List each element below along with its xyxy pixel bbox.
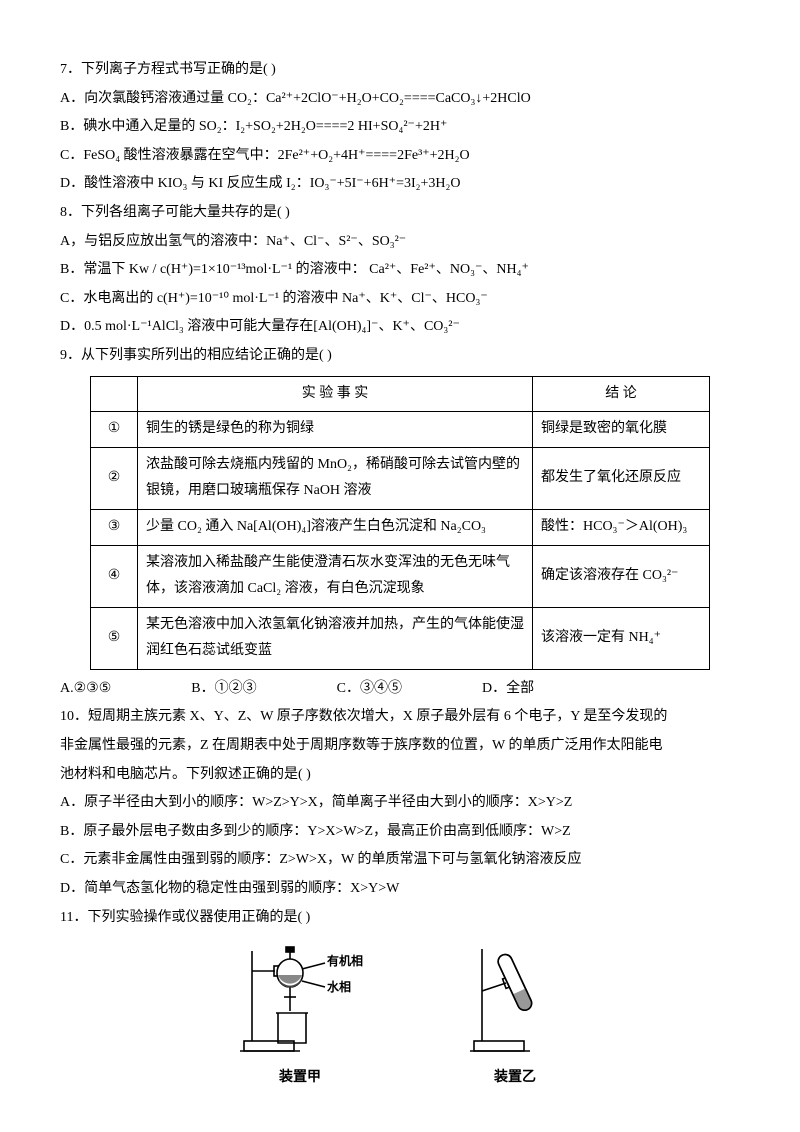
q9-r5-n: ⑤ (91, 607, 138, 669)
q10-stem-3: 池材料和电脑芯片。下列叙述正确的是( ) (60, 762, 740, 789)
q7-opt-a: A．向次氯酸钙溶液通过量 CO₂：Ca²⁺+2ClO⁻+H₂O+CO₂====C… (60, 86, 740, 113)
q9-choice-d: D．全部 (482, 676, 534, 703)
q9-r3-conc: 酸性：HCO₃⁻＞Al(OH)₃ (533, 509, 710, 545)
q9-r4-conc: 确定该溶液存在 CO₃²⁻ (533, 545, 710, 607)
q11-stem: 11．下列实验操作或仪器使用正确的是( ) (60, 905, 740, 932)
q7-stem: 7．下列离子方程式书写正确的是( ) (60, 57, 740, 84)
q9-th-conc: 结 论 (533, 376, 710, 412)
apparatus-a-icon: 有机相 水相 (230, 941, 370, 1061)
q9-r4-fact: 某溶液加入稀盐酸产生能使澄清石灰水变浑浊的无色无味气体，该溶液滴加 CaCl₂ … (138, 545, 533, 607)
q10-opt-c: C．元素非金属性由强到弱的顺序：Z>W>X，W 的单质常温下可与氢氧化钠溶液反应 (60, 847, 740, 874)
q9-table: 实 验 事 实 结 论 ① 铜生的锈是绿色的称为铜绿 铜绿是致密的氧化膜 ② 浓… (90, 376, 710, 670)
q8-opt-b: B．常温下 Kw / c(H⁺)=1×10⁻¹³mol·L⁻¹ 的溶液中： Ca… (60, 257, 740, 284)
q9-th-fact: 实 验 事 实 (138, 376, 533, 412)
q8-opt-a: A，与铝反应放出氢气的溶液中：Na⁺、Cl⁻、S²⁻、SO₃²⁻ (60, 229, 740, 256)
caption-a: 装置甲 (230, 1065, 370, 1092)
q11-figures: 有机相 水相 装置甲 装置乙 (60, 941, 740, 1092)
q9-choice-b: B．①②③ (191, 676, 256, 703)
q9-r5-fact: 某无色溶液中加入浓氢氧化钠溶液并加热，产生的气体能使湿润红色石蕊试纸变蓝 (138, 607, 533, 669)
q9-r5-conc: 该溶液一定有 NH₄⁺ (533, 607, 710, 669)
label-organic: 有机相 (327, 953, 363, 968)
q9-r1-conc: 铜绿是致密的氧化膜 (533, 412, 710, 448)
q10-opt-a: A．原子半径由大到小的顺序：W>Z>Y>X，简单离子半径由大到小的顺序：X>Y>… (60, 790, 740, 817)
q8-opt-c: C．水电离出的 c(H⁺)=10⁻¹⁰ mol·L⁻¹ 的溶液中 Na⁺、K⁺、… (60, 286, 740, 313)
apparatus-b-icon (460, 941, 570, 1061)
q10-stem-1: 10．短周期主族元素 X、Y、Z、W 原子序数依次增大，X 原子最外层有 6 个… (60, 704, 740, 731)
q9-choice-a: A.②③⑤ (60, 676, 111, 703)
q9-r1-n: ① (91, 412, 138, 448)
q9-r2-conc: 都发生了氧化还原反应 (533, 447, 710, 509)
apparatus-a: 有机相 水相 装置甲 (230, 941, 370, 1092)
q7-opt-c: C．FeSO₄ 酸性溶液暴露在空气中：2Fe²⁺+O₂+4H⁺====2Fe³⁺… (60, 143, 740, 170)
q9-r2-fact: 浓盐酸可除去烧瓶内残留的 MnO₂，稀硝酸可除去试管内壁的银镜，用磨口玻璃瓶保存… (138, 447, 533, 509)
q7-opt-b: B．碘水中通入足量的 SO₂：I₂+SO₂+2H₂O====2 HI+SO₄²⁻… (60, 114, 740, 141)
apparatus-b: 装置乙 (460, 941, 570, 1092)
q9-choice-c: C．③④⑤ (337, 676, 402, 703)
q10-stem-2: 非金属性最强的元素，Z 在周期表中处于周期序数等于族序数的位置，W 的单质广泛用… (60, 733, 740, 760)
q9-th-blank (91, 376, 138, 412)
q9-r2-n: ② (91, 447, 138, 509)
q9-choices: A.②③⑤ B．①②③ C．③④⑤ D．全部 (60, 676, 740, 703)
q9-stem: 9．从下列事实所列出的相应结论正确的是( ) (60, 343, 740, 370)
q10-opt-d: D．简单气态氢化物的稳定性由强到弱的顺序：X>Y>W (60, 876, 740, 903)
q10-opt-b: B．原子最外层电子数由多到少的顺序：Y>X>W>Z，最高正价由高到低顺序：W>Z (60, 819, 740, 846)
q9-r1-fact: 铜生的锈是绿色的称为铜绿 (138, 412, 533, 448)
q8-stem: 8．下列各组离子可能大量共存的是( ) (60, 200, 740, 227)
q7-opt-d: D．酸性溶液中 KIO₃ 与 KI 反应生成 I₂：IO₃⁻+5I⁻+6H⁺=3… (60, 171, 740, 198)
label-water: 水相 (327, 979, 351, 994)
q9-r4-n: ④ (91, 545, 138, 607)
q9-r3-n: ③ (91, 509, 138, 545)
q8-opt-d: D．0.5 mol·L⁻¹AlCl₃ 溶液中可能大量存在[Al(OH)₄]⁻、K… (60, 314, 740, 341)
q9-r3-fact: 少量 CO₂ 通入 Na[Al(OH)₄]溶液产生白色沉淀和 Na₂CO₃ (138, 509, 533, 545)
caption-b: 装置乙 (460, 1065, 570, 1092)
